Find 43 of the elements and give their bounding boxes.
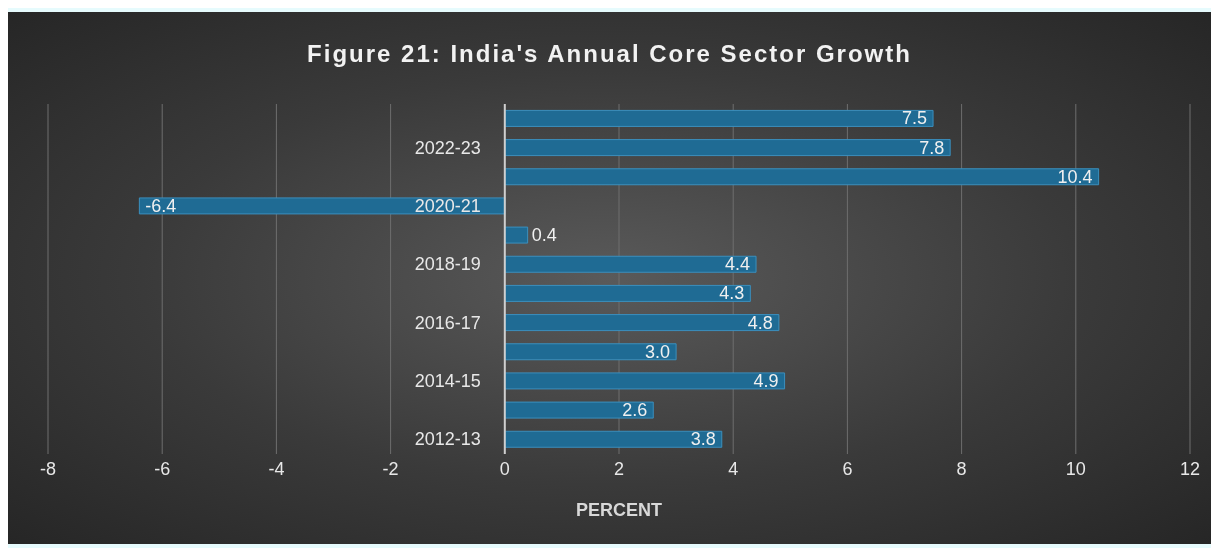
data-label: 2.6 xyxy=(622,400,648,421)
bar xyxy=(504,372,786,390)
y-tick-label: 2022-23 xyxy=(414,137,481,158)
data-label: 4.9 xyxy=(753,370,779,391)
x-tick-label: 8 xyxy=(956,458,967,479)
x-tick-label: 12 xyxy=(1179,458,1201,479)
data-label: -6.4 xyxy=(145,195,177,216)
bar xyxy=(504,430,723,448)
x-tick-label: -4 xyxy=(268,458,285,479)
bar xyxy=(504,314,780,332)
data-label: 4.3 xyxy=(719,283,745,304)
data-label: 0.4 xyxy=(531,225,557,246)
bar xyxy=(504,139,951,157)
x-axis-title: PERCENT xyxy=(575,500,663,520)
data-label: 7.8 xyxy=(919,137,945,158)
data-label: 3.8 xyxy=(690,429,716,450)
x-tick-label: -8 xyxy=(39,458,57,479)
x-tick-label: 4 xyxy=(728,458,739,479)
data-label: 4.4 xyxy=(725,254,751,275)
bar xyxy=(504,255,757,273)
bar xyxy=(504,343,677,361)
x-tick-label: 10 xyxy=(1065,458,1086,479)
y-tick-label: 2016-17 xyxy=(414,312,481,333)
bar xyxy=(138,197,506,215)
y-tick-label: 2018-19 xyxy=(414,254,481,275)
data-label: 4.8 xyxy=(747,312,773,333)
bar xyxy=(504,284,751,302)
bar xyxy=(504,226,529,244)
x-tick-label: 6 xyxy=(842,458,853,479)
data-label: 7.5 xyxy=(902,108,928,129)
chart-title: Figure 21: India's Annual Core Sector Growth xyxy=(306,40,913,68)
y-tick-label: 2012-13 xyxy=(414,429,481,450)
data-label: 10.4 xyxy=(1057,166,1093,187)
y-tick-label: 2014-15 xyxy=(414,371,481,392)
y-tick-label: 2020-21 xyxy=(414,196,481,217)
bar xyxy=(504,109,934,127)
bar xyxy=(504,168,1100,186)
x-tick-label: 2 xyxy=(613,458,625,479)
data-label: 3.0 xyxy=(645,341,671,362)
x-tick-label: 0 xyxy=(499,458,510,479)
x-tick-label: -6 xyxy=(154,458,171,479)
x-tick-label: -2 xyxy=(382,458,399,479)
bar xyxy=(504,401,654,419)
